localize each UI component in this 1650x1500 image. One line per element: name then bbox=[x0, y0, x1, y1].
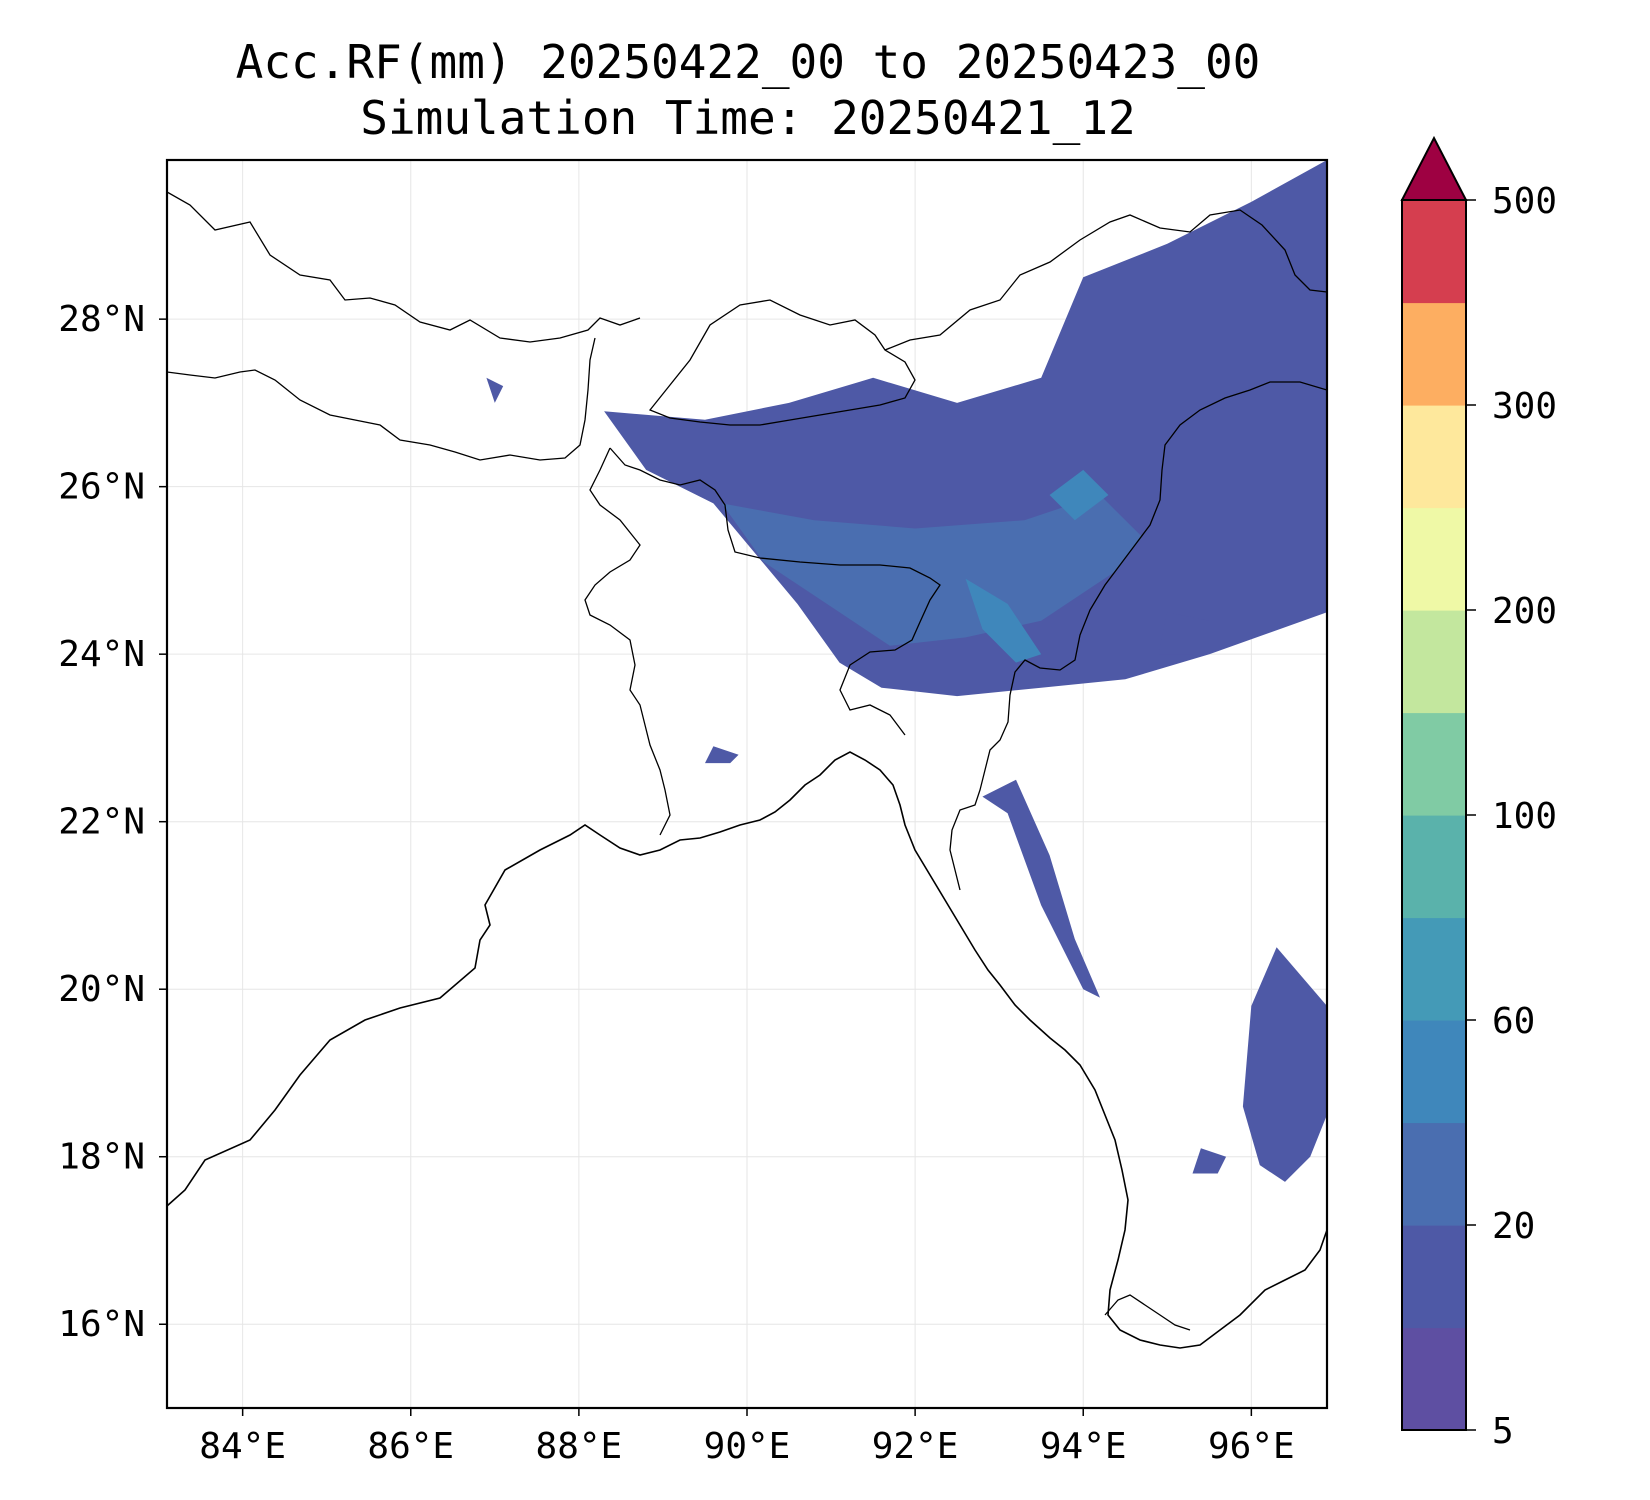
rain-region bbox=[1242, 947, 1327, 1182]
rain-region bbox=[1158, 612, 1210, 655]
colorbar-segment bbox=[1402, 917, 1466, 1021]
rainfall-contours bbox=[486, 160, 1327, 1182]
y-tick-label: 22°N bbox=[58, 802, 145, 843]
colorbar: 5 20 60 100 200 300 500 bbox=[1400, 135, 1557, 1452]
colorbar-tick-label: 300 bbox=[1492, 386, 1557, 427]
colorbar-tick-label: 200 bbox=[1492, 591, 1557, 632]
y-tick-label: 16°N bbox=[58, 1304, 145, 1345]
y-tick-label: 18°N bbox=[58, 1137, 145, 1178]
colorbar-tick-label: 20 bbox=[1492, 1206, 1535, 1247]
rain-region bbox=[721, 495, 1143, 646]
y-tick-label: 28°N bbox=[58, 299, 145, 340]
rain-region bbox=[1049, 469, 1109, 521]
x-tick-label: 88°E bbox=[536, 1426, 623, 1467]
china-border bbox=[884, 209, 1327, 351]
rain-region bbox=[486, 377, 504, 403]
x-tick-label: 86°E bbox=[367, 1426, 454, 1467]
coastline bbox=[167, 751, 1327, 1349]
colorbar-tick-label: 500 bbox=[1492, 181, 1557, 222]
india-bangladesh-border bbox=[609, 447, 941, 736]
x-tick-label: 92°E bbox=[872, 1426, 959, 1467]
colorbar-segment bbox=[1402, 507, 1466, 611]
colorbar-segment bbox=[1402, 1020, 1466, 1124]
y-tick-label: 24°N bbox=[58, 634, 145, 675]
rain-region bbox=[982, 779, 1100, 998]
bangladesh-west-border bbox=[584, 447, 671, 836]
colorbar-tick-label: 60 bbox=[1492, 1001, 1535, 1042]
y-tick-label: 26°N bbox=[58, 467, 145, 508]
myanmar-coast-delta bbox=[1104, 1294, 1191, 1331]
x-tick-label: 96°E bbox=[1208, 1426, 1295, 1467]
nepal-south-border bbox=[167, 337, 596, 461]
colorbar-segment bbox=[1402, 302, 1466, 406]
india-myanmar-border bbox=[949, 381, 1327, 891]
colorbar-tick-label: 5 bbox=[1492, 1411, 1514, 1452]
colorbar-tick-label: 100 bbox=[1492, 796, 1557, 837]
chart-subtitle: Simulation Time: 20250421_12 bbox=[360, 91, 1136, 145]
x-tick-label: 90°E bbox=[704, 1426, 791, 1467]
bhutan-border bbox=[648, 299, 916, 426]
rain-region bbox=[705, 746, 739, 764]
colorbar-segment bbox=[1402, 200, 1466, 304]
colorbar-segment bbox=[1402, 1225, 1466, 1329]
colorbar-extend-arrow bbox=[1400, 135, 1468, 201]
rain-region bbox=[1192, 1148, 1227, 1174]
coastline-and-borders bbox=[167, 191, 1327, 1349]
map-axes: 84°E 86°E 88°E 90°E 92°E 94°E 96°E 16°N 18°N 20°N… bbox=[58, 299, 1294, 1467]
x-tick-label: 94°E bbox=[1040, 1426, 1127, 1467]
colorbar-segment bbox=[1402, 610, 1466, 714]
rain-region bbox=[965, 578, 1042, 663]
colorbar-segment bbox=[1402, 712, 1466, 816]
x-tick-label: 84°E bbox=[199, 1426, 286, 1467]
colorbar-segment bbox=[1402, 405, 1466, 509]
y-tick-label: 20°N bbox=[58, 969, 145, 1010]
chart-title: Acc.RF(mm) 20250422_00 to 20250423_00 bbox=[235, 35, 1261, 89]
colorbar-segment bbox=[1402, 1327, 1466, 1431]
nepal-north-border bbox=[167, 191, 641, 343]
colorbar-segment bbox=[1402, 815, 1466, 919]
colorbar-segment bbox=[1402, 1122, 1466, 1226]
